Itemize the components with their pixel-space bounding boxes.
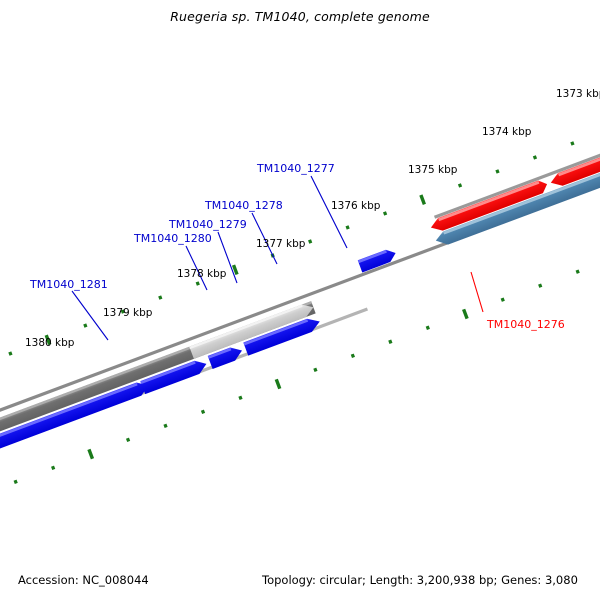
leader-TM1040_1278 (251, 212, 278, 265)
gene-TM1040_1280[interactable] (140, 357, 209, 395)
gene-group-forward-blue (0, 315, 322, 499)
coordinate-label-1378: 1378 kbp (177, 268, 227, 280)
coordinate-label-1377: 1377 kbp (256, 238, 306, 250)
gene-TM1040_1279[interactable] (207, 344, 245, 369)
accession-text: Accession: NC_008044 (18, 573, 149, 587)
track-steelblue-bar (435, 115, 600, 245)
gene-TM1040_1281[interactable] (0, 379, 151, 499)
gene-TM1040_1277[interactable] (357, 247, 398, 273)
genome-stats-text: Topology: circular; Length: 3,200,938 bp… (262, 573, 578, 587)
coordinate-label-1374: 1374 kbp (482, 126, 532, 138)
leader-TM1040_1276 (470, 271, 484, 313)
coordinate-label-1379: 1379 kbp (103, 307, 153, 319)
gene-label-TM1040_1280[interactable]: TM1040_1280 (134, 232, 212, 245)
gene-TM1040_1276[interactable] (429, 178, 550, 234)
coordinate-label-1373: 1373 kbp (556, 88, 600, 100)
leader-TM1040_1280 (185, 245, 208, 291)
gene-label-TM1040_1281[interactable]: TM1040_1281 (30, 278, 108, 291)
gene-group-reverse-red (429, 101, 600, 234)
gene-label-TM1040_1278[interactable]: TM1040_1278 (205, 199, 283, 212)
gene-label-TM1040_1279[interactable]: TM1040_1279 (169, 218, 247, 231)
leader-TM1040_1277 (310, 175, 348, 249)
coordinate-label-1376: 1376 kbp (331, 200, 381, 212)
coordinate-label-1380: 1380 kbp (25, 337, 75, 349)
gene-label-TM1040_1276[interactable]: TM1040_1276 (487, 318, 565, 331)
page-title: Ruegeria sp. TM1040, complete genome (170, 9, 430, 24)
gene-label-TM1040_1277[interactable]: TM1040_1277 (257, 162, 335, 175)
label-leader-lines (71, 175, 484, 341)
tick-row-upper (8, 141, 575, 356)
gene-TM1040_1278[interactable] (243, 315, 322, 356)
left-track-backbone (0, 301, 316, 478)
leader-TM1040_1279 (217, 231, 238, 284)
leader-TM1040_1281 (71, 290, 109, 341)
tick-row-lower (13, 269, 580, 485)
coordinate-label-1375: 1375 kbp (408, 164, 458, 176)
